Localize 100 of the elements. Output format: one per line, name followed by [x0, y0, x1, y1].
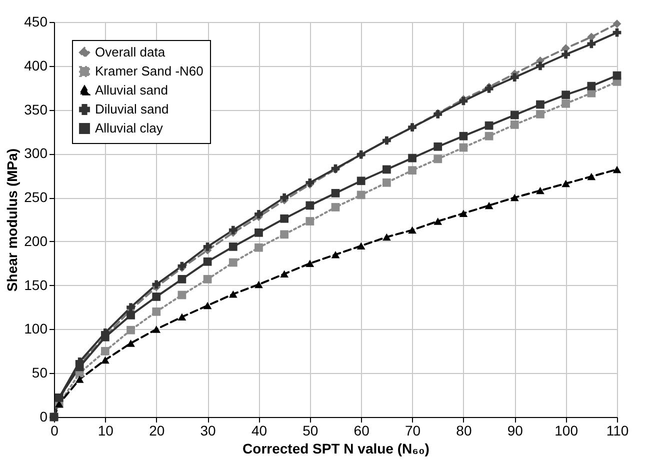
x-tick-label: 80 [456, 422, 472, 438]
y-tick-label: 200 [24, 232, 48, 249]
y-tick-label: 150 [24, 276, 48, 293]
point [203, 302, 212, 310]
x-tick-label: 70 [404, 422, 421, 438]
x-tick-label: 60 [354, 422, 370, 438]
legend-label: Kramer Sand -N60 [95, 64, 204, 78]
point [382, 165, 391, 174]
point [434, 154, 442, 164]
point [484, 121, 494, 130]
point [562, 50, 570, 59]
point [459, 132, 468, 140]
point [356, 176, 366, 186]
y-tick-label: 0 [40, 408, 48, 424]
legend-label: Overall data [95, 44, 166, 60]
point [408, 226, 416, 234]
point [228, 290, 238, 298]
point [126, 303, 135, 312]
x-tick-label: 30 [200, 422, 216, 438]
point [562, 90, 570, 100]
point [331, 203, 340, 212]
point [254, 210, 263, 218]
x-tick-label: 40 [251, 422, 268, 438]
y-tick-label: 50 [32, 364, 48, 381]
point [612, 166, 622, 174]
point [254, 243, 263, 252]
point [101, 346, 110, 356]
point [228, 258, 238, 267]
point [510, 120, 519, 129]
point [306, 217, 314, 226]
point [152, 326, 161, 333]
point [280, 270, 288, 278]
point [306, 260, 314, 268]
x-tick-label: 20 [149, 422, 165, 438]
point [536, 186, 544, 194]
point [75, 362, 84, 372]
x-tick-label: 50 [302, 422, 318, 438]
point [587, 82, 596, 90]
point [510, 110, 519, 120]
y-tick-label: 250 [24, 189, 48, 206]
legend-label: Diluvial sand [95, 102, 169, 116]
x-tick-label: 110 [606, 422, 629, 438]
point [126, 326, 135, 334]
point [203, 242, 212, 251]
legend-label: Alluvial sand [95, 82, 168, 98]
point [536, 100, 544, 109]
point [356, 190, 366, 200]
x-axis-title: Corrected SPT N value (N₆₀) [242, 440, 430, 456]
point [536, 110, 544, 118]
point [612, 71, 622, 80]
point [510, 194, 519, 202]
point [280, 230, 288, 239]
point [228, 242, 238, 251]
point [459, 210, 468, 217]
point [126, 340, 135, 347]
point [484, 202, 494, 210]
y-axis-title: Shear modulus (MPa) [4, 148, 20, 292]
point [254, 280, 263, 288]
x-tick-label: 10 [98, 422, 114, 438]
point [434, 142, 442, 151]
x-tick-label: 90 [507, 422, 524, 438]
point [587, 172, 596, 180]
point [178, 275, 186, 284]
y-tick-label: 400 [24, 57, 48, 74]
point [562, 180, 570, 188]
y-tick-label: 350 [24, 101, 48, 118]
point [484, 132, 494, 140]
x-tick-label: 100 [554, 422, 578, 438]
point [152, 292, 161, 301]
point [228, 226, 238, 234]
point [562, 99, 570, 108]
point [203, 257, 212, 266]
point [280, 214, 288, 223]
y-tick-label: 100 [24, 320, 48, 337]
point [356, 242, 366, 250]
point [152, 280, 161, 289]
point [331, 250, 340, 258]
point [536, 62, 544, 70]
point [459, 143, 468, 152]
point [203, 275, 212, 284]
y-tick-label: 300 [24, 145, 48, 162]
point [434, 218, 442, 225]
legend-label: Alluvial clay [95, 120, 164, 136]
y-tick-label: 450 [24, 14, 48, 30]
point [408, 166, 416, 175]
point [382, 178, 391, 187]
point [612, 20, 622, 28]
x-tick-label: 0 [50, 422, 59, 438]
point [382, 233, 391, 241]
point [306, 201, 314, 210]
point [408, 154, 416, 162]
point [152, 307, 161, 316]
point [178, 313, 186, 321]
point [254, 228, 263, 237]
point [331, 188, 340, 198]
point [587, 40, 596, 48]
point [101, 356, 110, 364]
point [280, 193, 288, 202]
point [178, 290, 186, 300]
point [510, 73, 519, 82]
